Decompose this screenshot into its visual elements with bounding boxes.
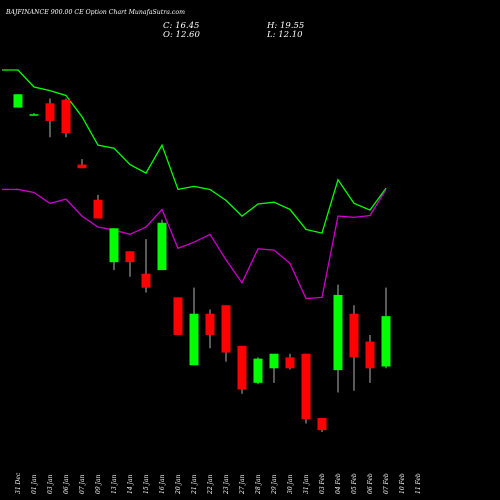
candle: [173, 297, 183, 335]
x-tick-label: 09 Jan: [95, 474, 102, 494]
candle: [381, 287, 391, 369]
candle: [349, 305, 359, 391]
candle: [109, 228, 119, 271]
x-tick-label: 05 Feb: [351, 473, 358, 494]
candle-body: [253, 358, 263, 383]
candle-body: [381, 316, 391, 367]
candle: [61, 98, 71, 138]
candle-body: [221, 305, 231, 353]
x-tick-label: 07 Jan: [79, 474, 86, 494]
candle-body: [285, 357, 295, 369]
x-tick-label: 10 Feb: [399, 473, 406, 494]
candle-body: [77, 164, 87, 169]
candle-body: [141, 273, 151, 288]
series-line-lower: [2, 188, 387, 300]
candle-body: [13, 94, 23, 108]
candle-body: [45, 103, 55, 121]
x-tick-label: 27 Jan: [239, 474, 246, 495]
candle: [77, 159, 87, 169]
candle-body: [237, 345, 247, 390]
candle: [237, 345, 247, 394]
low-readout: L: 12.10: [267, 30, 303, 40]
candle-body: [157, 222, 167, 271]
candle: [333, 284, 343, 393]
x-tick-label: 29 Jan: [271, 474, 278, 495]
candle: [45, 98, 55, 138]
candle: [157, 219, 167, 271]
x-tick-label: 13 Jan: [111, 474, 118, 494]
x-tick-label: 31 Jan: [303, 474, 310, 494]
candle: [29, 113, 39, 116]
candle: [205, 309, 215, 349]
x-tick-label: 03 Feb: [319, 473, 326, 494]
x-tick-label: 28 Jan: [255, 474, 262, 495]
candle: [189, 287, 199, 366]
candle-body: [205, 313, 215, 335]
x-tick-label: 06 Jan: [63, 474, 70, 494]
candle-body: [61, 99, 71, 134]
candles: [13, 94, 391, 432]
candle: [253, 357, 263, 385]
x-tick-label: 01 Jan: [31, 474, 38, 494]
candle: [221, 305, 231, 362]
x-tick-label: 04 Feb: [335, 473, 342, 494]
x-tick-label: 11 Feb: [415, 473, 422, 494]
candle: [141, 239, 151, 293]
x-tick-label: 21 Jan: [191, 474, 198, 495]
candle-body: [93, 199, 103, 219]
x-tick-label: 15 Jan: [143, 474, 150, 494]
candle-body: [173, 297, 183, 335]
candle: [317, 418, 327, 432]
x-tick-label: 30 Jan: [287, 474, 294, 494]
x-tick-label: 23 Jan: [223, 474, 230, 495]
candle: [13, 94, 23, 108]
candle-body: [301, 353, 311, 420]
close-readout: C: 16.45: [163, 21, 200, 31]
candle: [125, 251, 135, 277]
open-readout: O: 12.60: [163, 30, 200, 40]
candle: [301, 353, 311, 424]
candle-body: [125, 251, 135, 263]
candle-body: [317, 418, 327, 431]
x-tick-label: 16 Jan: [159, 474, 166, 494]
candle: [269, 353, 279, 383]
candle-body: [189, 313, 199, 366]
candle: [285, 353, 295, 370]
candle-body: [29, 114, 39, 116]
x-axis-labels: 31 Dec 01 Jan 03 Jan 06 Jan 07 Jan 09 Jan 13 J…: [15, 472, 422, 495]
candle-body: [269, 353, 279, 369]
x-tick-label: 20 Jan: [175, 474, 182, 495]
indicator-lines: [2, 69, 387, 300]
x-tick-label: 07 Feb: [383, 473, 390, 494]
x-tick-label: 22 Jan: [207, 474, 214, 495]
x-tick-label: 31 Dec: [15, 472, 22, 494]
high-readout: H: 19.55: [267, 21, 305, 31]
candle-body: [349, 313, 359, 358]
candle-body: [109, 228, 119, 263]
chart-title: BAJFINANCE 900.00 CE Option Chart Munafa…: [6, 9, 185, 16]
series-line-upper: [2, 69, 387, 234]
x-tick-label: 03 Jan: [47, 474, 54, 494]
candle: [93, 194, 103, 219]
x-tick-label: 14 Jan: [127, 474, 134, 494]
candle: [365, 334, 375, 383]
candle-body: [365, 341, 375, 369]
x-tick-label: 06 Feb: [367, 473, 374, 494]
candle-body: [333, 294, 343, 371]
